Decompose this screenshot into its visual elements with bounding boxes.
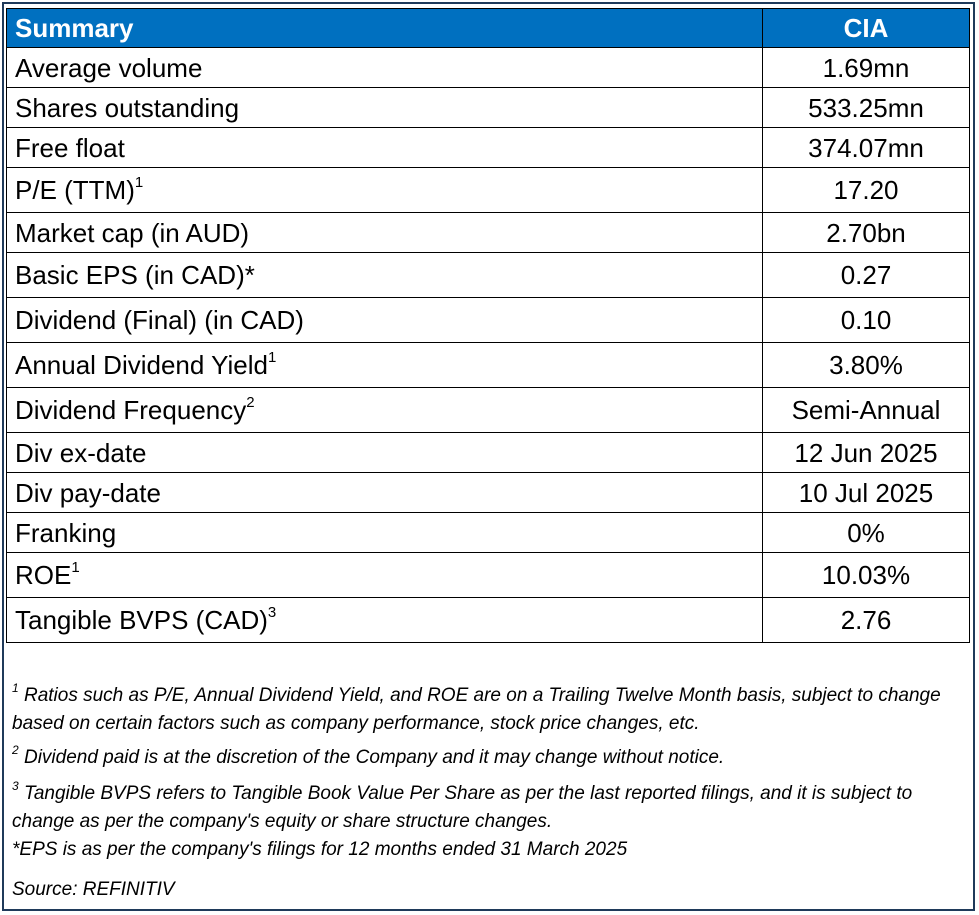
footnote-1: 1 Ratios such as P/E, Annual Dividend Yi… (12, 681, 941, 734)
row-label: Div pay-date (6, 472, 763, 513)
row-label: Free float (6, 127, 763, 168)
table-row: Market cap (in AUD) 2.70bn (6, 212, 970, 253)
row-value: 10.03% (762, 552, 970, 598)
row-label: Shares outstanding (6, 87, 763, 128)
row-label: Div ex-date (6, 432, 763, 473)
row-value: 0% (762, 512, 970, 553)
row-label: Dividend Frequency2 (6, 387, 763, 433)
row-value: 10 Jul 2025 (762, 472, 970, 513)
table-row: Basic EPS (in CAD)* 0.27 (6, 252, 970, 298)
table-row: Shares outstanding 533.25mn (6, 87, 970, 128)
header-title: Summary (6, 8, 763, 48)
source-note: Source: REFINITIV (12, 879, 175, 900)
row-label: Tangible BVPS (CAD)3 (6, 597, 763, 643)
summary-table: Summary CIA Average volume 1.69mn Shares… (6, 8, 970, 643)
header-ticker: CIA (762, 8, 970, 48)
table-row: P/E (TTM)1 17.20 (6, 167, 970, 213)
row-value: 3.80% (762, 342, 970, 388)
row-label: Dividend (Final) (in CAD) (6, 297, 763, 343)
row-value: Semi-Annual (762, 387, 970, 433)
footnote-2: 2 Dividend paid is at the discretion of … (12, 743, 725, 768)
table-header-row: Summary CIA (6, 8, 970, 48)
row-label: Annual Dividend Yield1 (6, 342, 763, 388)
row-value: 2.70bn (762, 212, 970, 253)
table-row: Franking 0% (6, 512, 970, 553)
footnote-3: 3 Tangible BVPS refers to Tangible Book … (12, 779, 913, 832)
row-value: 533.25mn (762, 87, 970, 128)
row-label: Average volume (6, 47, 763, 88)
table-row: Div pay-date 10 Jul 2025 (6, 472, 970, 513)
row-value: 2.76 (762, 597, 970, 643)
row-label: P/E (TTM)1 (6, 167, 763, 213)
eps-footnote: *EPS is as per the company's filings for… (12, 839, 628, 860)
row-value: 0.10 (762, 297, 970, 343)
row-value: 0.27 (762, 252, 970, 298)
row-value: 374.07mn (762, 127, 970, 168)
table-row: ROE1 10.03% (6, 552, 970, 598)
table-row: Average volume 1.69mn (6, 47, 970, 88)
table-row: Free float 374.07mn (6, 127, 970, 168)
table-row: Dividend (Final) (in CAD) 0.10 (6, 297, 970, 343)
row-value: 17.20 (762, 167, 970, 213)
table-row: Tangible BVPS (CAD)3 2.76 (6, 597, 970, 643)
row-label: ROE1 (6, 552, 763, 598)
row-label: Basic EPS (in CAD)* (6, 252, 763, 298)
row-value: 1.69mn (762, 47, 970, 88)
table-row: Dividend Frequency2 Semi-Annual (6, 387, 970, 433)
row-label: Franking (6, 512, 763, 553)
row-label: Market cap (in AUD) (6, 212, 763, 253)
footnotes: 1 Ratios such as P/E, Annual Dividend Yi… (12, 682, 962, 904)
table-row: Div ex-date 12 Jun 2025 (6, 432, 970, 473)
table-row: Annual Dividend Yield1 3.80% (6, 342, 970, 388)
row-value: 12 Jun 2025 (762, 432, 970, 473)
